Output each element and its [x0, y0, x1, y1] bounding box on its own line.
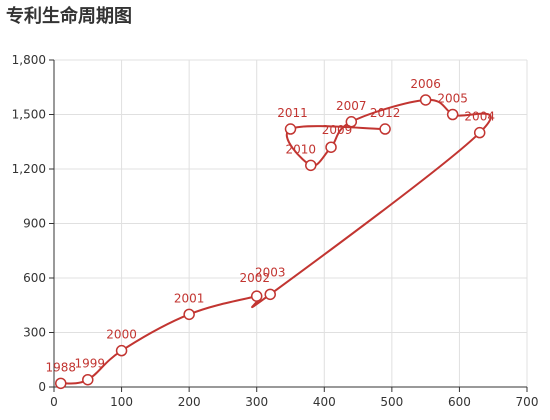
data-points — [55, 94, 486, 390]
data-point-2001[interactable] — [183, 308, 195, 321]
point-label-2001: 2001 — [174, 291, 205, 305]
y-tick-label: 1,500 — [12, 108, 46, 122]
data-point-2000[interactable] — [115, 344, 128, 357]
x-tick-label: 100 — [110, 395, 133, 409]
point-label-2009: 2009 — [322, 123, 353, 137]
x-tick-label: 700 — [516, 395, 539, 409]
point-label-2010: 2010 — [285, 142, 316, 156]
point-label-2003: 2003 — [255, 265, 286, 279]
x-tick-label: 0 — [50, 395, 58, 409]
point-label-1999: 1999 — [75, 357, 106, 371]
y-tick-label: 1,200 — [12, 162, 46, 176]
x-tick-label: 400 — [313, 395, 336, 409]
point-label-2011: 2011 — [277, 106, 308, 120]
data-point-2003[interactable] — [264, 288, 276, 301]
data-point-1988[interactable] — [55, 377, 67, 390]
data-point-2005[interactable] — [446, 108, 459, 121]
y-tick-label: 600 — [23, 271, 46, 285]
data-point-2012[interactable] — [379, 123, 391, 135]
point-label-2007: 2007 — [336, 99, 367, 113]
data-point-2002[interactable] — [250, 290, 263, 302]
y-tick-label: 1,800 — [12, 53, 46, 67]
x-tick-label: 300 — [245, 395, 268, 409]
tick-labels: 0 100 200 300 400 500 600 700 0 300 600 900 1,200 1,5… — [12, 53, 539, 409]
point-label-2006: 2006 — [410, 77, 441, 91]
data-point-2006[interactable] — [419, 94, 432, 106]
x-tick-label: 200 — [178, 395, 201, 409]
point-label-1988: 1988 — [45, 360, 76, 374]
data-point-1999[interactable] — [82, 373, 94, 386]
y-tick-label: 900 — [23, 217, 46, 231]
y-tick-label: 0 — [38, 380, 46, 394]
data-point-2011[interactable] — [284, 123, 297, 135]
point-label-2002: 2002 — [239, 271, 270, 285]
point-label-2000: 2000 — [106, 328, 137, 342]
data-point-2007[interactable] — [345, 116, 358, 128]
data-point-2004[interactable] — [473, 126, 486, 139]
data-point-2010[interactable] — [305, 159, 317, 172]
y-tick-label: 300 — [23, 326, 46, 340]
point-label-2012: 2012 — [370, 106, 401, 120]
data-point-2009[interactable] — [325, 141, 337, 153]
x-tick-label: 600 — [448, 395, 471, 409]
chart-title: 专利生命周期图 — [6, 6, 132, 27]
point-label-2004: 2004 — [464, 110, 495, 124]
axes — [49, 59, 528, 392]
point-label-2005: 2005 — [437, 92, 468, 106]
x-tick-label: 500 — [380, 395, 403, 409]
